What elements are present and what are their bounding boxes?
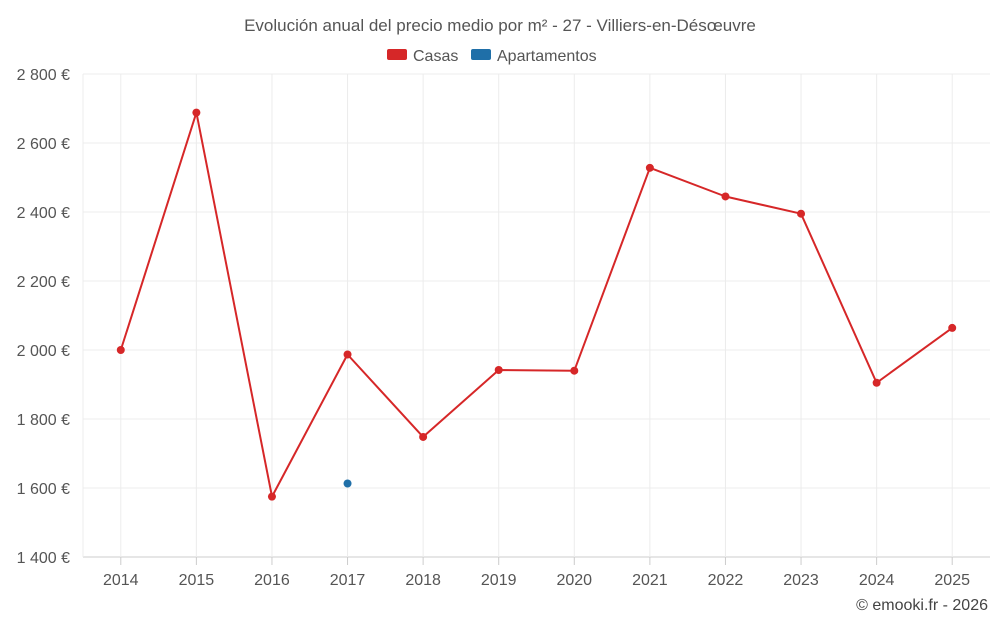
x-tick-label: 2020 — [556, 572, 592, 589]
x-tick-label: 2023 — [783, 572, 819, 589]
credit-text: © emooki.fr - 2026 — [856, 597, 988, 614]
x-tick-label: 2018 — [405, 572, 441, 589]
x-tick-label: 2021 — [632, 572, 668, 589]
x-tick-label: 2017 — [330, 572, 366, 589]
data-point-casas-2015 — [192, 108, 201, 117]
series-line-casas — [119, 111, 953, 498]
x-tick-label: 2022 — [708, 572, 744, 589]
legend-swatch-casas[interactable] — [387, 49, 407, 60]
data-point-casas-2019 — [494, 366, 503, 375]
grid — [82, 73, 990, 558]
series-layer — [116, 108, 957, 501]
x-tick-label: 2014 — [103, 572, 139, 589]
data-point-casas-2025 — [948, 323, 957, 332]
x-tick-label: 2016 — [254, 572, 290, 589]
data-point-casas-2018 — [419, 432, 428, 441]
axes: 1 400 € 1 600 € 1 800 € 2 000 € 2 200 € 2 400… — [17, 67, 970, 589]
data-point-casas-2024 — [872, 378, 881, 387]
y-tick-label: 1 800 € — [17, 412, 70, 429]
y-tick-label: 2 800 € — [17, 67, 70, 84]
chart-title: Evolución anual del precio medio por m² … — [244, 16, 756, 35]
y-tick-label: 2 600 € — [17, 136, 70, 153]
legend-swatch-apartamentos[interactable] — [471, 49, 491, 60]
legend-label-apartamentos[interactable]: Apartamentos — [497, 48, 597, 65]
data-point-casas-2016 — [267, 492, 276, 501]
data-point-casas-2014 — [116, 346, 125, 354]
x-tick-label: 2019 — [481, 572, 517, 589]
legend: Casas Apartamentos — [387, 48, 597, 65]
y-tick-label: 2 200 € — [17, 274, 70, 291]
y-tick-label: 1 600 € — [17, 481, 70, 498]
data-point-casas-2023 — [797, 209, 806, 218]
x-tick-label: 2025 — [934, 572, 970, 589]
data-point-casas-2017 — [343, 350, 352, 359]
y-tick-label: 1 400 € — [17, 550, 70, 567]
legend-label-casas[interactable]: Casas — [413, 48, 458, 65]
x-tick-label: 2015 — [179, 572, 215, 589]
data-point-casas-2022 — [721, 192, 730, 201]
data-point-casas-2020 — [570, 366, 579, 375]
data-point-apartamentos-2017 — [343, 479, 352, 488]
x-tick-label: 2024 — [859, 572, 895, 589]
y-tick-label: 2 400 € — [17, 205, 70, 222]
y-tick-label: 2 000 € — [17, 343, 70, 360]
data-point-casas-2021 — [645, 163, 654, 172]
